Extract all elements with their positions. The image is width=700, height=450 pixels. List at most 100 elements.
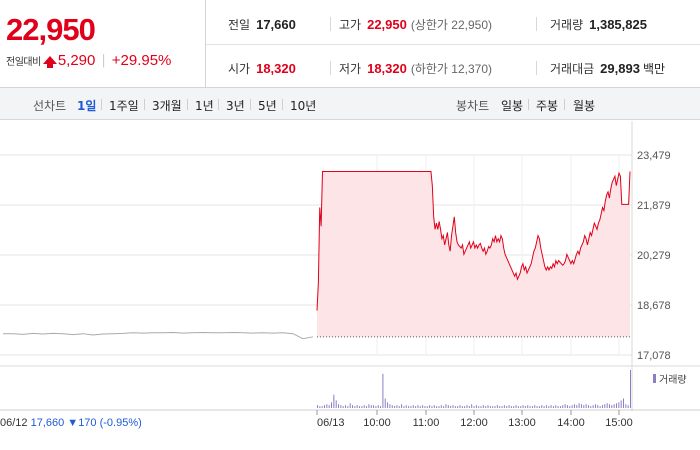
volume-bar	[431, 406, 433, 408]
volume-bar	[592, 405, 594, 408]
volume-bar	[555, 405, 557, 408]
volume-bar	[331, 402, 333, 408]
volume-bar	[515, 405, 517, 408]
tab-divider	[528, 99, 529, 110]
change-amount: 5,290	[57, 52, 96, 69]
volume-bar	[382, 373, 384, 408]
volume-bar	[445, 404, 447, 408]
volume-bar	[401, 404, 403, 408]
volume-bar	[391, 405, 393, 408]
volume-bar	[433, 405, 435, 408]
volume-bar	[464, 406, 466, 408]
stat-volume: 거래량 1,385,825	[550, 16, 647, 33]
volume-bar	[613, 404, 615, 408]
stat-label: 거래량	[550, 18, 584, 32]
prev-session-line	[3, 331, 314, 340]
down-arrow-icon: ▼	[67, 417, 78, 429]
tab-10y[interactable]: 10년	[290, 99, 317, 113]
tab-3m[interactable]: 3개월	[152, 99, 182, 113]
volume-bar	[429, 405, 431, 408]
session-area	[317, 171, 630, 337]
volume-bar	[377, 405, 379, 408]
stat-value: 17,660	[256, 17, 296, 32]
up-arrow-icon	[42, 55, 57, 68]
volume-bar	[529, 406, 531, 408]
volume-bar	[548, 406, 550, 408]
volume-bar	[527, 405, 529, 408]
volume-bar	[599, 406, 601, 408]
volume-bar	[566, 405, 568, 408]
tab-5y[interactable]: 5년	[258, 99, 277, 113]
volume-bar	[578, 403, 580, 408]
tab-divider	[250, 99, 251, 110]
stat-value: 18,320	[367, 61, 407, 76]
volume-bar	[335, 400, 337, 408]
prev-session-summary: 06/12 17,660 ▼170 (-0.95%)	[0, 417, 142, 429]
tab-weekly[interactable]: 주봉	[536, 99, 559, 113]
volume-bar	[443, 406, 445, 408]
candle-chart-label: 봉차트	[456, 99, 490, 113]
volume-bar	[412, 405, 414, 408]
volume-bar	[564, 404, 566, 408]
volume-bar	[550, 405, 552, 408]
volume-bar	[522, 405, 524, 408]
volume-bar	[620, 400, 622, 408]
volume-bar	[580, 404, 582, 408]
volume-bar	[419, 406, 421, 408]
volume-bar	[415, 406, 417, 408]
volume-bar	[387, 402, 389, 408]
volume-bar	[347, 406, 349, 408]
volume-bar	[471, 404, 473, 408]
tab-3y[interactable]: 3년	[226, 99, 245, 113]
volume-bar	[571, 405, 573, 408]
volume-bar	[508, 405, 510, 408]
tab-1w[interactable]: 1주일	[109, 99, 139, 113]
volume-bar	[534, 405, 536, 408]
prev-close-value: 17,660	[31, 417, 68, 429]
tab-1d[interactable]: 1일	[77, 99, 97, 113]
volume-bar	[457, 406, 459, 408]
volume-bar	[611, 405, 613, 408]
tab-divider	[282, 99, 283, 110]
tab-1y[interactable]: 1년	[195, 99, 214, 113]
volume-bar	[354, 406, 356, 408]
prev-date-label: 06/12	[0, 417, 31, 429]
y-tick-label: 23,479	[637, 150, 671, 162]
quote-header: 22,950 전일대비 5,290 | +29.95% 전일 17,660 고가…	[0, 0, 700, 88]
tab-divider	[564, 99, 565, 110]
volume-bar	[398, 406, 400, 408]
volume-bar	[426, 406, 428, 408]
volume-bar	[478, 406, 480, 408]
tab-monthly[interactable]: 월봉	[573, 99, 596, 113]
stat-value: 22,950	[367, 17, 407, 32]
time-tick-label: 15:00	[605, 417, 633, 429]
volume-bar	[380, 406, 382, 408]
volume-bar	[338, 404, 340, 408]
volume-bar	[352, 405, 354, 408]
change-percent: +29.95%	[111, 52, 172, 69]
stat-open: 시가 18,320	[228, 60, 296, 77]
stat-unit: 백만	[642, 62, 666, 76]
prev-change-value: 170	[78, 417, 99, 429]
line-chart-label: 선차트	[33, 99, 67, 113]
volume-bar	[545, 405, 547, 408]
volume-bar	[576, 405, 578, 408]
stat-value: 1,385,825	[589, 17, 647, 32]
time-axis: 06/12 17,660 ▼170 (-0.95%) 06/13 10:00 11:0…	[0, 410, 633, 429]
volume-bar	[608, 404, 610, 408]
lower-limit: (하한가 12,370)	[410, 62, 493, 76]
prev-session-series	[3, 331, 314, 340]
volume-bar	[501, 406, 503, 408]
volume-bar	[468, 406, 470, 408]
volume-bar	[583, 405, 585, 408]
volume-bar	[438, 406, 440, 408]
tab-daily[interactable]: 일봉	[501, 99, 524, 113]
volume-bar	[517, 406, 519, 408]
change-divider: |	[101, 53, 106, 68]
stat-label: 거래대금	[550, 62, 595, 76]
volume-bar	[601, 405, 603, 408]
volume-bar	[389, 404, 391, 408]
prev-day-label: 전일대비	[6, 57, 41, 68]
volume-bar	[408, 406, 410, 408]
stat-label: 시가	[228, 62, 251, 76]
